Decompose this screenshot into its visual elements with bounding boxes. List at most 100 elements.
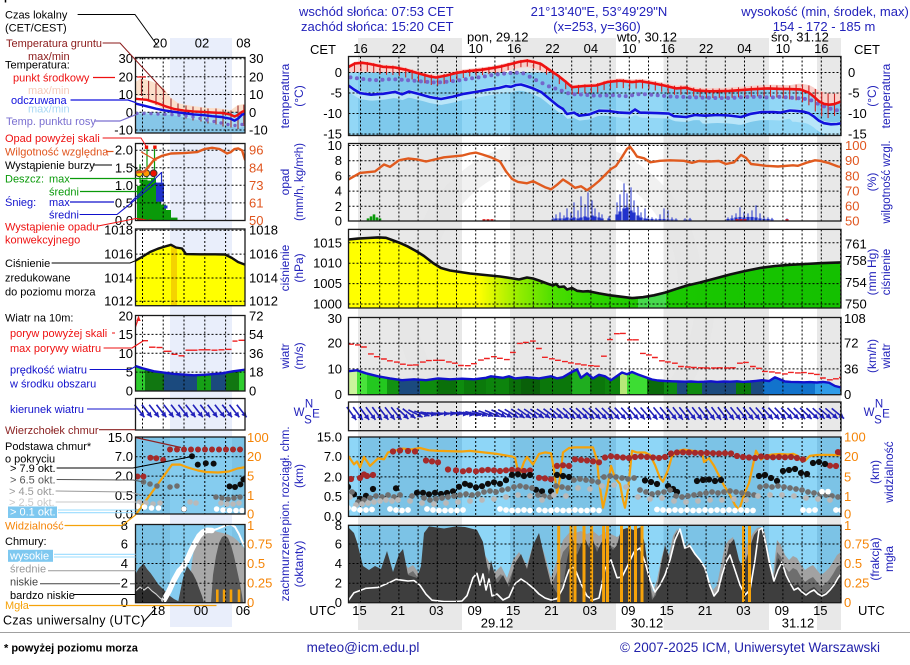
svg-text:Deszcz:: Deszcz:	[5, 174, 44, 186]
svg-text:21: 21	[391, 603, 405, 618]
svg-text:> 4.5 okt.: > 4.5 okt.	[9, 486, 55, 498]
svg-text:16: 16	[814, 41, 828, 56]
svg-text:1: 1	[247, 488, 254, 503]
svg-text:2: 2	[335, 576, 342, 591]
svg-text:max porywy wiatru: max porywy wiatru	[10, 343, 101, 355]
svg-text:0: 0	[844, 595, 851, 610]
svg-text:© 2007-2025 ICM, Uniwersytet W: © 2007-2025 ICM, Uniwersytet Warszawski	[620, 640, 880, 655]
svg-text:20: 20	[119, 308, 133, 323]
svg-text:> 6.5 okt.: > 6.5 okt.	[10, 474, 56, 486]
svg-text:1: 1	[844, 518, 851, 533]
svg-text:ciśnienie: ciśnienie	[879, 248, 893, 295]
svg-text:761: 761	[845, 237, 867, 252]
svg-text:0: 0	[249, 105, 256, 120]
svg-text:21°13'40"E, 53°49'29"N: 21°13'40"E, 53°49'29"N	[531, 4, 668, 19]
svg-text:10: 10	[328, 138, 342, 153]
svg-text:21: 21	[698, 603, 712, 618]
svg-text:2: 2	[121, 576, 128, 591]
svg-text:(CET/CEST): (CET/CEST)	[5, 23, 67, 35]
svg-text:> 7.9 okt.: > 7.9 okt.	[10, 463, 56, 475]
svg-text:mgła: mgła	[882, 546, 896, 572]
svg-text:-10: -10	[114, 123, 133, 138]
svg-text:CET: CET	[310, 42, 336, 57]
svg-text:Temp. punktu rosy: Temp. punktu rosy	[6, 116, 96, 128]
svg-text:50: 50	[845, 214, 859, 229]
svg-text:750: 750	[845, 297, 867, 312]
svg-text:(km/h): (km/h)	[865, 339, 879, 373]
svg-text:w środku obszaru: w środku obszaru	[9, 379, 96, 391]
svg-text:0.25: 0.25	[844, 576, 869, 591]
svg-text:N: N	[875, 399, 883, 411]
svg-text:Chmury:: Chmury:	[5, 536, 47, 548]
svg-text:1014: 1014	[249, 271, 278, 286]
svg-text:2.0: 2.0	[115, 469, 133, 484]
svg-text:72: 72	[844, 336, 858, 351]
svg-text:09: 09	[775, 603, 789, 618]
svg-text:1015: 1015	[313, 235, 342, 250]
svg-text:02: 02	[195, 36, 209, 51]
svg-text:kierunek wiatru: kierunek wiatru	[10, 404, 84, 416]
svg-text:73: 73	[249, 178, 263, 193]
svg-text:bardzo niskie: bardzo niskie	[10, 590, 75, 602]
svg-text:15: 15	[352, 603, 366, 618]
svg-text:5: 5	[126, 365, 133, 380]
svg-text:W: W	[294, 407, 305, 419]
svg-text:max/min: max/min	[28, 51, 70, 63]
svg-text:(frakcja): (frakcja)	[868, 537, 882, 580]
svg-text:16: 16	[507, 41, 521, 56]
svg-text:W: W	[864, 407, 875, 419]
svg-text:18: 18	[249, 365, 263, 380]
svg-text:Temperatura gruntu: Temperatura gruntu	[6, 38, 102, 50]
svg-text:zredukowane: zredukowane	[5, 273, 70, 285]
svg-text:pion. rozciągł. chm.: pion. rozciągł. chm.	[280, 426, 292, 525]
svg-text:7.0: 7.0	[324, 449, 342, 464]
svg-text:4: 4	[121, 556, 128, 571]
svg-text:16: 16	[660, 41, 674, 56]
svg-text:0.0: 0.0	[324, 509, 342, 524]
svg-text:4: 4	[335, 556, 342, 571]
svg-text:Czas lokalny: Czas lokalny	[5, 10, 68, 22]
svg-text:1014: 1014	[104, 271, 133, 286]
svg-text:-5: -5	[848, 86, 860, 101]
svg-text:(°C): (°C)	[865, 85, 879, 106]
svg-text:30: 30	[249, 51, 263, 66]
svg-text:16: 16	[353, 41, 367, 56]
svg-text:prędkość wiatru: prędkość wiatru	[10, 365, 87, 377]
svg-text:20: 20	[119, 69, 133, 84]
svg-text:średni: średni	[49, 210, 79, 222]
svg-text:30.12: 30.12	[631, 616, 664, 631]
svg-text:Wystąpienie opadu: Wystąpienie opadu	[5, 222, 98, 234]
svg-text:29.12: 29.12	[481, 616, 514, 631]
svg-text:1000: 1000	[313, 297, 342, 312]
svg-text:15.0: 15.0	[317, 430, 342, 445]
svg-text:50: 50	[249, 213, 263, 228]
svg-text:1016: 1016	[104, 247, 133, 262]
svg-text:00: 00	[194, 603, 208, 618]
svg-text:758: 758	[845, 253, 867, 268]
svg-text:0.5: 0.5	[324, 489, 342, 504]
svg-text:5: 5	[247, 469, 254, 484]
svg-text:średnie: średnie	[10, 564, 46, 576]
svg-text:8: 8	[335, 153, 342, 168]
svg-text:2.0: 2.0	[324, 469, 342, 484]
svg-text:03: 03	[736, 603, 750, 618]
svg-text:wto, 30.12: wto, 30.12	[616, 30, 677, 45]
svg-text:E: E	[882, 409, 890, 421]
svg-text:(hPa): (hPa)	[292, 253, 306, 282]
svg-text:15: 15	[813, 603, 827, 618]
svg-text:(x=253, y=360): (x=253, y=360)	[553, 19, 640, 34]
svg-text:> 2.5 okt.: > 2.5 okt.	[9, 497, 55, 509]
svg-text:max: max	[49, 174, 70, 186]
svg-text:1005: 1005	[313, 276, 342, 291]
svg-text:70: 70	[845, 183, 859, 198]
svg-text:10: 10	[776, 41, 790, 56]
svg-text:20: 20	[153, 36, 167, 51]
svg-text:36: 36	[844, 361, 858, 376]
svg-text:-10: -10	[848, 106, 867, 121]
svg-text:(km): (km)	[868, 460, 882, 484]
svg-text:Widzialność: Widzialność	[5, 521, 64, 533]
svg-text:22: 22	[545, 41, 559, 56]
svg-text:10: 10	[468, 41, 482, 56]
svg-text:4: 4	[335, 184, 342, 199]
svg-text:108: 108	[844, 311, 866, 326]
